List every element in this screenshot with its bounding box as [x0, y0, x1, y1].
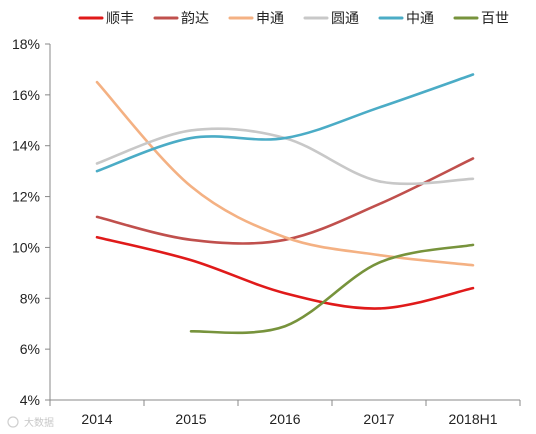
y-tick-label: 18%: [12, 36, 40, 52]
y-tick-label: 8%: [20, 290, 40, 306]
watermark: 大数据: [7, 416, 54, 429]
y-tick-label: 4%: [20, 392, 40, 408]
legend-label-0: 顺丰: [106, 10, 134, 26]
watermark-text: 大数据: [24, 416, 54, 429]
y-tick-label: 16%: [12, 87, 40, 103]
x-tick-label: 2016: [269, 411, 300, 427]
watermark-logo-icon: [7, 416, 19, 428]
y-tick-label: 6%: [20, 341, 40, 357]
legend-label-1: 韵达: [181, 10, 209, 26]
x-tick-label: 2015: [175, 411, 206, 427]
legend-label-2: 申通: [256, 10, 284, 26]
series-line-0: [95, 235, 475, 310]
y-axis: 4% 6% 8% 10% 12% 14% 16% 18%: [12, 36, 51, 408]
y-tick-label: 14%: [12, 138, 40, 154]
y-tick-label: 10%: [12, 239, 40, 255]
series-line-2: [95, 80, 475, 267]
series-lines: [95, 73, 475, 335]
legend: 顺丰 韵达 申通 圆通 中通 百世: [78, 10, 509, 26]
y-tick-label: 12%: [12, 189, 40, 205]
legend-label-3: 圆通: [331, 10, 359, 26]
legend-label-5: 百世: [481, 10, 509, 26]
x-tick-label: 2014: [81, 411, 112, 427]
legend-label-4: 中通: [406, 10, 434, 26]
series-line-5: [189, 243, 475, 335]
series-line-4: [95, 73, 475, 173]
series-line-1: [95, 157, 475, 245]
x-tick-label: 2018H1: [448, 411, 497, 427]
x-tick-label: 2017: [363, 411, 394, 427]
x-axis: 2014 2015 2016 2017 2018H1: [49, 399, 521, 427]
